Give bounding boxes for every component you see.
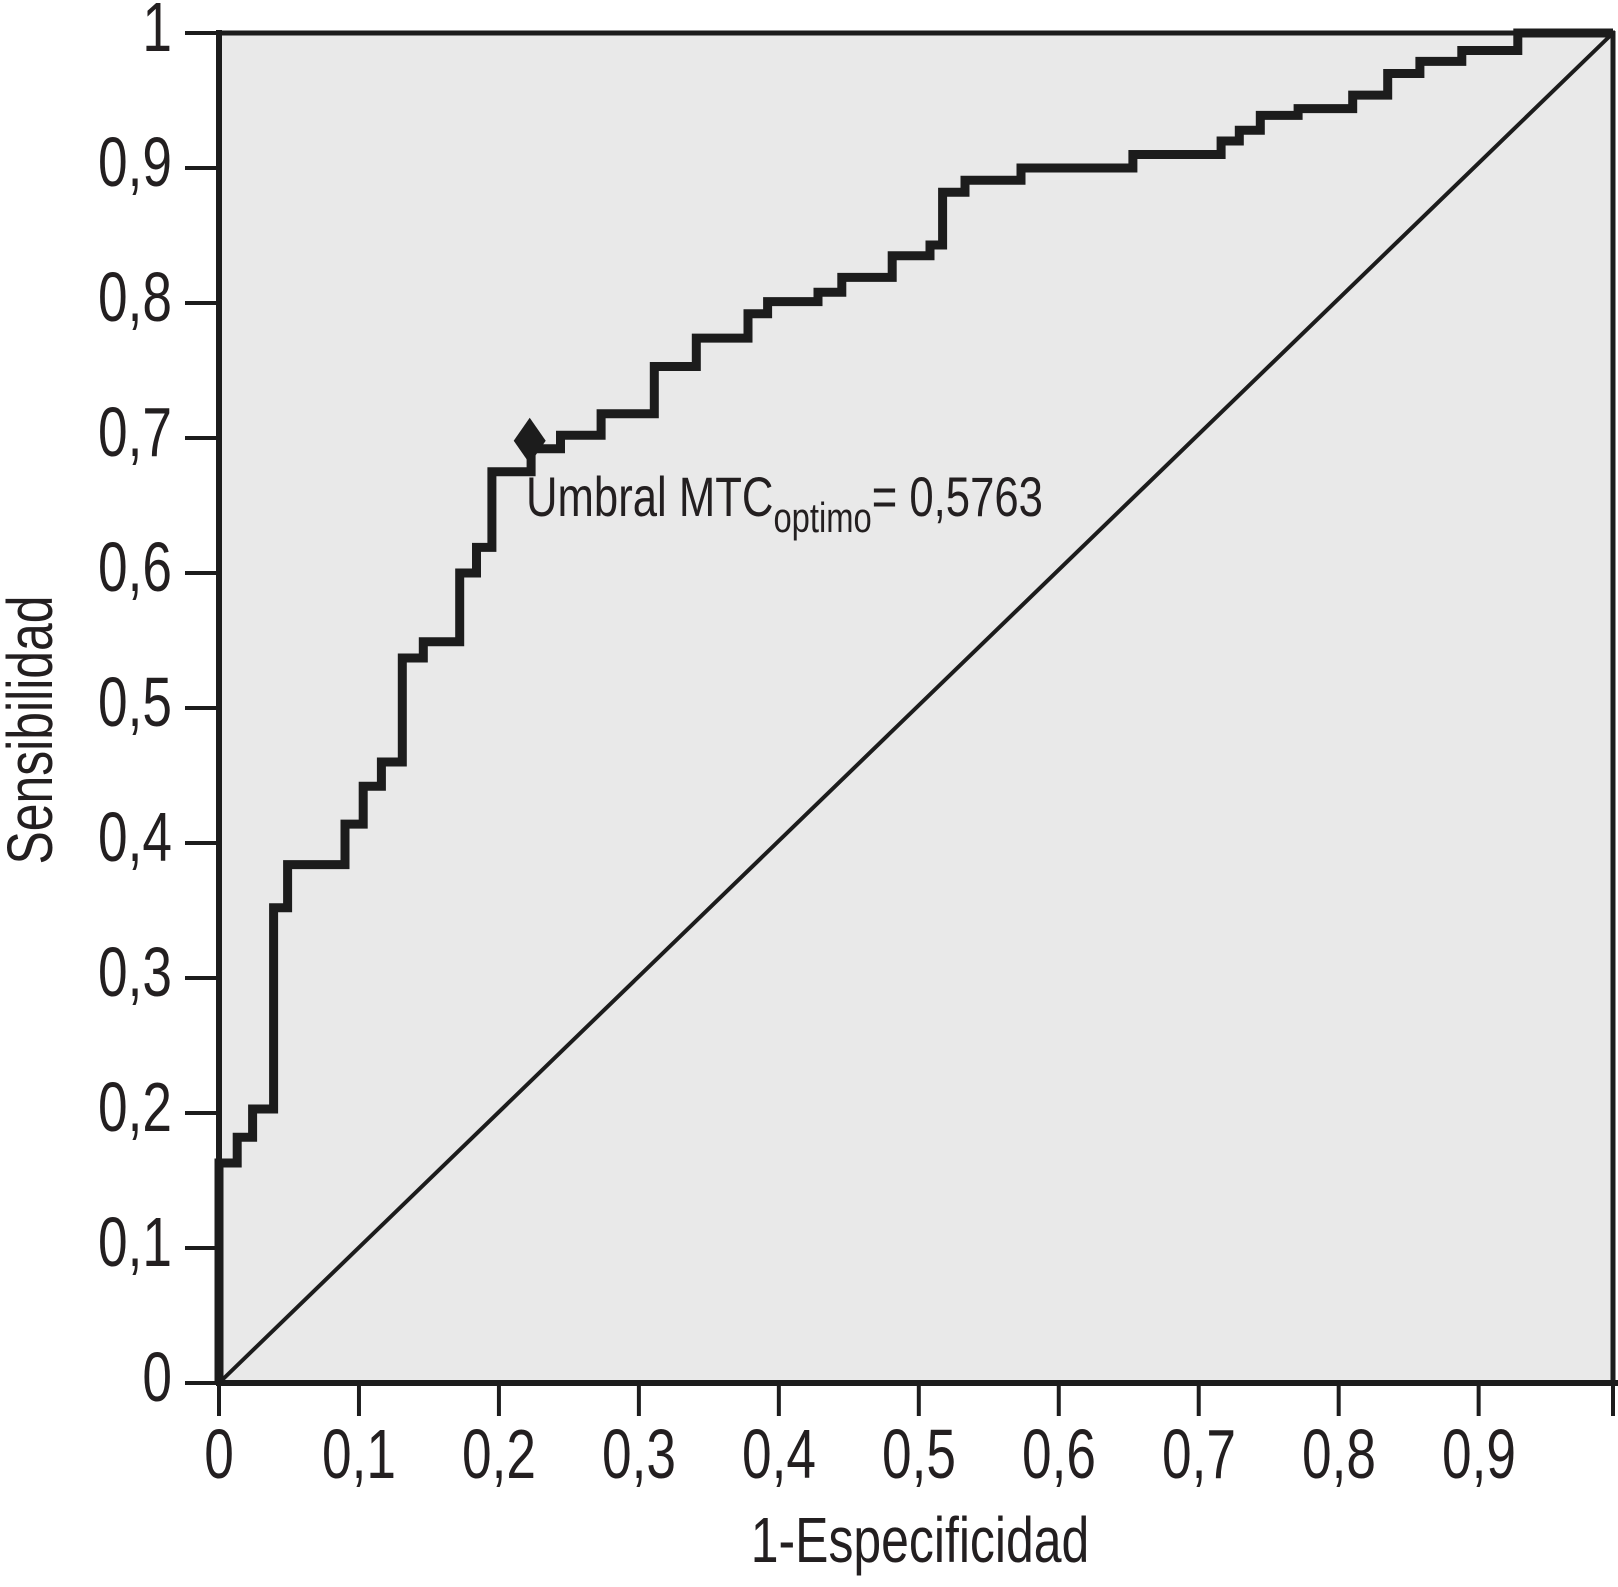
x-tick-label: 0,9 <box>1442 1416 1516 1494</box>
roc-curve <box>214 28 1613 1383</box>
threshold-annotation-subscript: optimo <box>773 494 871 541</box>
y-tick-label: 0,8 <box>98 259 172 337</box>
y-tick-label: 1 <box>142 0 172 67</box>
x-tick-label: 0,8 <box>1302 1416 1376 1494</box>
x-tick-label: 0,4 <box>742 1416 816 1494</box>
y-tick-label: 0,1 <box>98 1204 172 1282</box>
y-tick-label: 0,9 <box>98 124 172 202</box>
x-tick-label: 0,2 <box>462 1416 536 1494</box>
x-axis-title: 1-Especificidad <box>751 1505 1089 1576</box>
y-tick-label: 0,4 <box>98 799 172 877</box>
y-tick-label: 0 <box>142 1339 172 1417</box>
x-tick-label: 0,3 <box>602 1416 676 1494</box>
x-tick-label: 0 <box>204 1416 234 1494</box>
threshold-annotation-value: = 0,5763 <box>872 466 1043 528</box>
y-tick-label: 0,7 <box>98 394 172 472</box>
y-axis-ticks: 0 0,1 0,2 0,3 0,4 0,5 0,6 0,7 0,8 0,9 1 <box>98 0 219 1417</box>
x-tick-label: 0,6 <box>1022 1416 1096 1494</box>
threshold-annotation-prefix: Umbral MTC <box>526 466 773 528</box>
y-tick-label: 0,6 <box>98 529 172 607</box>
x-tick-label: 0,5 <box>882 1416 956 1494</box>
threshold-annotation: Umbral MTCoptimo= 0,5763 <box>526 466 1043 541</box>
y-tick-label: 0,2 <box>98 1069 172 1147</box>
y-axis-title: Sensibilidad <box>0 595 66 864</box>
y-tick-label: 0,3 <box>98 934 172 1012</box>
x-axis-ticks: 0 0,1 0,2 0,3 0,4 0,5 0,6 0,7 0,8 0,9 <box>204 1383 1615 1494</box>
diagonal-reference-line <box>217 31 1615 1385</box>
x-tick-label: 0,7 <box>1162 1416 1236 1494</box>
optimal-threshold-diamond-marker <box>513 417 546 464</box>
y-tick-label: 0,5 <box>98 664 172 742</box>
x-tick-label: 0,1 <box>322 1416 396 1494</box>
